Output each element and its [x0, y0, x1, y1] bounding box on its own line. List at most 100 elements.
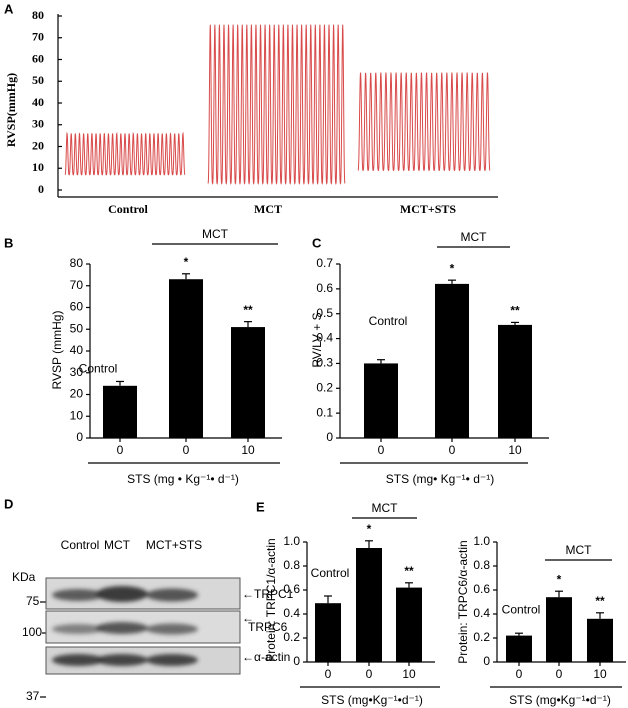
y-tick-label: 10: [32, 160, 44, 174]
y-tick-label: 40: [70, 343, 84, 357]
lane-label: MCT+STS: [146, 538, 202, 552]
x-tick-label: 0: [183, 443, 190, 457]
y-axis-label: RVSP(mmHg): [4, 73, 18, 147]
x-tick-label: 0: [117, 443, 124, 457]
y-tick-label: 0.7: [316, 256, 333, 270]
protein-arrow: ←: [242, 611, 254, 625]
bar: [231, 327, 265, 438]
y-tick-label: 20: [70, 387, 84, 401]
bar: [435, 283, 469, 438]
y-tick-label: 0.4: [473, 606, 490, 620]
x-axis-label: STS (mg • Kg⁻¹• d⁻¹): [127, 472, 239, 486]
x-tick-label: 0: [366, 667, 373, 681]
y-tick-label: 60: [70, 300, 84, 314]
group-label: Control: [79, 362, 118, 376]
protein-label: ←TRPC1: [242, 587, 294, 601]
panel-label: C: [312, 235, 322, 250]
marker-label: 100: [22, 625, 42, 639]
bar: [364, 363, 398, 438]
bar: [506, 635, 532, 662]
y-axis-label: RVSP (mmHg): [50, 311, 64, 390]
y-tick-label: 50: [70, 321, 84, 335]
x-tick-label: 10: [508, 443, 522, 457]
y-axis-label: Protein: TRPC1/α-actin: [264, 538, 278, 661]
y-tick-label: 40: [32, 95, 44, 109]
y-axis-label: Protein: TRPC6/α-actin: [456, 540, 470, 663]
x-tick-label: 0: [556, 667, 563, 681]
y-tick-label: 0.2: [283, 630, 300, 644]
marker-label: 75: [26, 594, 40, 608]
panel-label: D: [4, 496, 13, 511]
y-tick-label: 0: [76, 430, 83, 444]
bar: [356, 548, 382, 662]
y-tick-label: 0.8: [283, 558, 300, 572]
significance-label: *: [184, 255, 189, 269]
x-tick-label: MCT: [254, 202, 282, 216]
group-label: Control: [502, 602, 541, 616]
x-tick-label: MCT+STS: [400, 202, 457, 216]
bar: [315, 603, 341, 662]
bar: [546, 597, 572, 662]
y-tick-label: 0.6: [473, 582, 490, 596]
y-tick-label: 0.8: [473, 558, 490, 572]
y-tick-label: 60: [32, 51, 44, 65]
pressure-trace: [207, 24, 346, 185]
marker-label: 37: [26, 689, 40, 703]
group-bracket-label: MCT: [372, 501, 399, 515]
group-bracket-label: MCT: [566, 543, 593, 557]
y-tick-label: 0.5: [316, 306, 333, 320]
y-tick-label: 0: [326, 430, 333, 444]
western-blot: KDa Control MCT MCT+STS 75 100 37 ←TRPC1…: [12, 538, 294, 703]
x-tick-label: 0: [378, 443, 385, 457]
lane-label: MCT: [104, 538, 131, 552]
y-tick-label: 0: [483, 654, 490, 668]
y-tick-label: 20: [32, 138, 44, 152]
y-tick-label: 0.2: [473, 630, 490, 644]
pressure-trace: [64, 131, 186, 176]
y-tick-label: 70: [32, 30, 44, 44]
significance-label: **: [243, 303, 253, 317]
y-tick-label: 0.4: [283, 606, 300, 620]
group-bracket-label: MCT: [202, 227, 229, 241]
bar: [396, 587, 422, 662]
y-axis-label: RV/LV + S: [310, 312, 324, 367]
lane-label: Control: [61, 538, 100, 552]
y-tick-label: 0.6: [283, 582, 300, 596]
group-bracket-label: MCT: [461, 230, 488, 244]
protein-label: TRPC6: [248, 620, 288, 634]
x-tick-label: 10: [241, 443, 255, 457]
significance-label: **: [404, 564, 414, 578]
protein-label: ←α-actin: [242, 650, 290, 664]
significance-label: *: [557, 572, 562, 586]
y-tick-label: 80: [70, 256, 84, 270]
panel-label: E: [256, 499, 265, 514]
y-tick-label: 50: [32, 73, 44, 87]
x-tick-label: 0: [325, 667, 332, 681]
x-tick-label: 0: [516, 667, 523, 681]
group-label: Control: [369, 314, 408, 328]
y-tick-label: 0: [293, 654, 300, 668]
bar: [103, 385, 137, 438]
significance-label: **: [510, 304, 520, 318]
y-tick-label: 0.6: [316, 281, 333, 295]
bar: [169, 279, 203, 438]
x-tick-label: Control: [108, 202, 148, 216]
significance-label: *: [367, 522, 372, 536]
x-axis-label: STS (mg• Kg⁻¹• d⁻¹): [386, 472, 494, 486]
y-tick-label: 0.3: [316, 356, 333, 370]
y-tick-label: 30: [32, 117, 44, 131]
y-tick-label: 0: [38, 182, 44, 196]
panel-label: A: [4, 1, 14, 16]
x-tick-label: 0: [449, 443, 456, 457]
panel-label: B: [4, 235, 13, 250]
y-tick-label: 0.4: [316, 331, 333, 345]
y-tick-label: 30: [70, 365, 84, 379]
group-label: Control: [311, 566, 350, 580]
y-tick-label: 70: [70, 278, 84, 292]
y-tick-label: 0.2: [316, 380, 333, 394]
y-tick-label: 80: [32, 8, 44, 22]
pressure-trace: [357, 72, 491, 172]
y-tick-label: 1.0: [473, 534, 490, 548]
blot-unit: KDa: [12, 570, 36, 584]
